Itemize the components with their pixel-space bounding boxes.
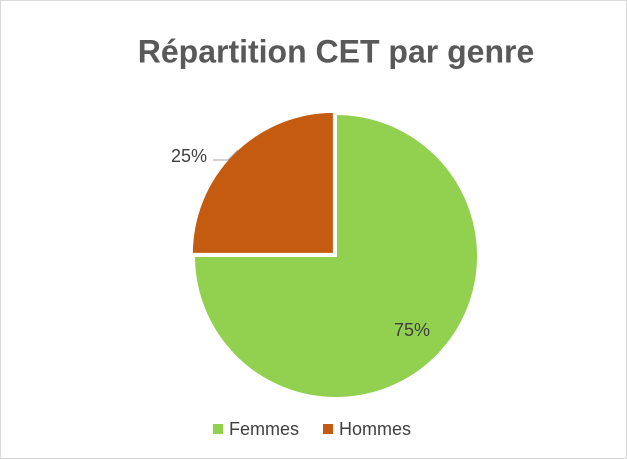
- chart-title: Répartition CET par genre: [138, 33, 535, 69]
- leader-line: [213, 149, 239, 161]
- legend-label: Hommes: [339, 419, 411, 439]
- legend-label: Femmes: [229, 419, 299, 439]
- legend-swatch: [323, 424, 334, 434]
- legend-swatch: [213, 424, 223, 434]
- pie-slice: [192, 112, 479, 399]
- pie-slice: [190, 110, 335, 255]
- data-label: 75%: [394, 320, 430, 340]
- data-label: 25%: [171, 146, 207, 166]
